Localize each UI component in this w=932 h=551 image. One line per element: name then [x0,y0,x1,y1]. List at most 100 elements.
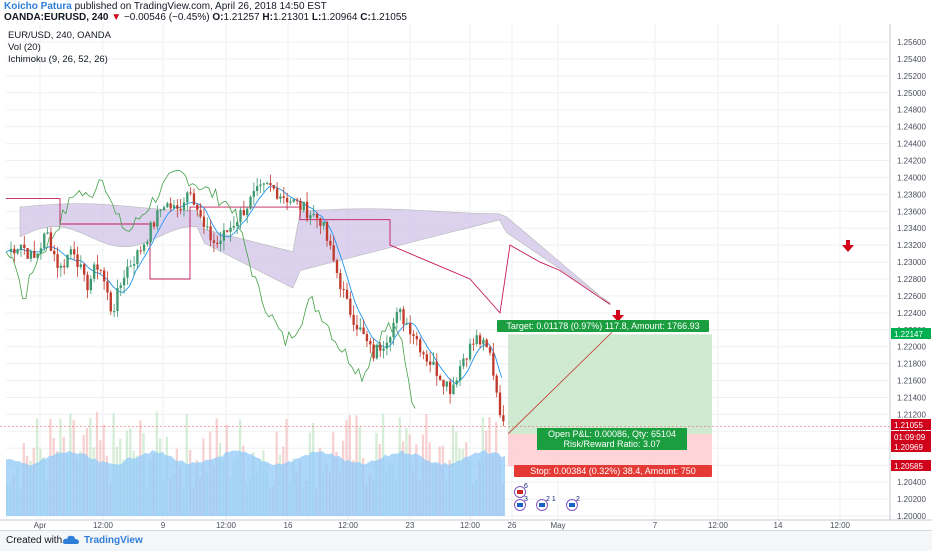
x-tick-label: 12:00 [460,521,481,530]
candle-body [445,381,448,387]
candle-body [498,392,502,416]
y-tick-label: 1.21800 [897,360,926,369]
candle-body [242,210,246,216]
event-count: 3 [524,496,528,503]
chart-area[interactable]: 6 3 2 1 2 1.25600 1.25400 1.25200 1.25000 1.248… [0,24,932,530]
chart-legend: EUR/USD, 240, OANDA Vol (20) Ichimoku (9… [8,30,111,66]
candle-body [315,213,319,219]
candle-body [186,192,189,203]
candle-body [166,203,169,208]
candle-body [23,244,26,249]
candle-body [182,202,186,211]
rr-label[interactable]: Risk/Reward Ratio: 3.07 [563,439,660,449]
candle-body [46,232,49,234]
pnl-box[interactable] [537,428,687,450]
x-tick-label: 12:00 [93,521,114,530]
target-zone[interactable] [508,334,712,434]
y-tick-label: 1.22400 [897,309,926,318]
candle-body [252,191,256,197]
candle-body [462,358,465,367]
target-label-box[interactable] [497,320,709,332]
candle-body [216,242,219,245]
y-tick-label: 1.21400 [897,394,926,403]
candle-body [126,266,129,278]
candle-body [69,249,73,255]
candle-body [192,193,196,205]
price-axis-label [891,431,931,442]
candle-body [402,309,405,325]
candle-body [149,222,152,242]
low-value: 1.20964 [321,12,358,23]
kijun-sen-line [6,198,611,314]
candle-body [329,240,332,246]
y-tick-label: 1.22000 [897,343,926,352]
symbol-label[interactable]: OANDA:EURUSD, 240 [4,12,109,23]
candle-body [282,196,285,198]
candle-body [375,344,379,359]
candle-body [335,260,339,274]
candle-body [83,264,86,275]
tenkan-sen-line [5,185,503,384]
candle-body [226,230,229,232]
candle-body [39,248,43,254]
candle-body [492,352,495,376]
candle-body [53,250,56,255]
candle-body [79,264,83,268]
candle-body [299,200,302,211]
stop-label[interactable]: Stop: 0.00384 (0.32%) 38.4, Amount: 750 [530,466,696,476]
candle-body [229,227,232,232]
candle-body [488,347,492,353]
pnl-label[interactable]: Open P&L: 0.00086, Qty: 65104 [548,429,676,439]
event-count: 6 [524,483,528,490]
candle-body [458,366,462,381]
candle-body [432,361,435,365]
stop-label-box[interactable] [514,465,712,477]
candle-body [142,244,146,251]
candle-body [365,334,369,342]
candle-body [362,327,365,335]
event-count: 2 [576,496,580,503]
x-tick-label: May [550,521,565,530]
legend-ichimoku[interactable]: Ichimoku (9, 26, 52, 26) [8,54,108,65]
candle-body [382,348,385,351]
y-tick-label: 1.20000 [897,512,926,521]
price-axis-label [891,419,931,430]
candle-body [302,201,305,211]
trend-line[interactable] [507,331,613,435]
candle-body [152,222,156,227]
candle-body [119,285,122,288]
candle-body [452,384,455,394]
author-link[interactable]: Koicho Patura [4,1,72,12]
down-arrow-icon[interactable] [842,240,854,252]
legend-symbol[interactable]: EUR/USD, 240, OANDA [8,30,111,41]
price-axis-label-text: 01:09:09 [894,433,926,442]
candle-body [322,221,325,226]
candle-body [239,210,242,223]
candle-body [33,250,36,258]
x-tick-label: 16 [284,521,293,530]
down-arrow-icon[interactable] [612,310,624,322]
candle-body [355,324,359,330]
candle-body [159,210,162,212]
candle-body [189,192,192,194]
price-chart[interactable]: 6 3 2 1 2 1.25600 1.25400 1.25200 1.25000 1.248… [0,24,932,530]
candle-body [342,289,345,291]
candle-body [289,201,292,203]
x-tick-label: 7 [653,521,658,530]
target-label[interactable]: Target: 0.01178 (0.97%) 117.8, Amount: 1… [506,321,699,331]
tradingview-brand-link[interactable]: TradingView [84,535,143,546]
event-badge [517,490,523,494]
price-axis-label [891,328,931,339]
candle-body [92,264,96,279]
candle-body [19,244,23,250]
candle-body [369,341,372,345]
legend-volume[interactable]: Vol (20) [8,42,41,53]
candle-body [96,264,99,270]
candle-body [232,226,236,228]
candle-body [56,254,59,268]
change-arrow-icon: ▼ [111,12,122,23]
y-tick-label: 1.23800 [897,190,926,199]
x-tick-label: 23 [406,521,415,530]
candle-body [495,375,498,393]
candle-body [379,344,382,351]
